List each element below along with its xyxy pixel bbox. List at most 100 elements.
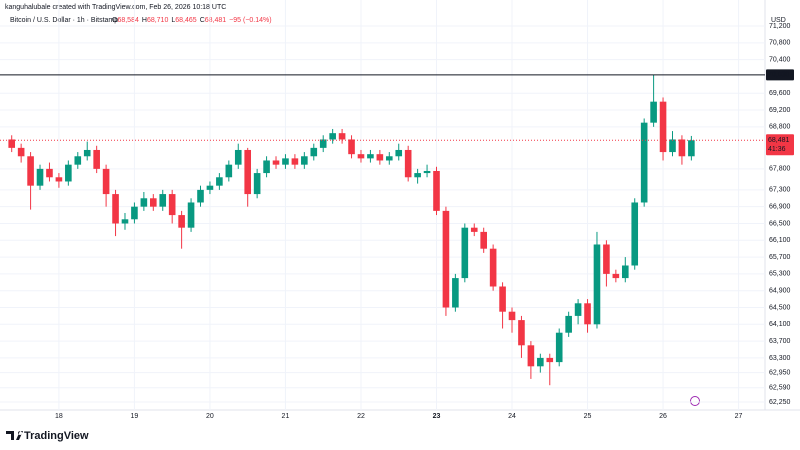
y-tick-label: 63,300	[769, 355, 791, 362]
candle-body	[74, 156, 82, 165]
y-tick-label: 63,700	[769, 338, 791, 345]
candle-body	[244, 149, 252, 195]
candle-body	[452, 278, 459, 308]
y-tick-label: 69,200	[769, 107, 791, 114]
candle-body	[678, 139, 686, 157]
x-tick-label: 23	[433, 413, 441, 420]
y-tick-label: 66,500	[769, 220, 791, 227]
candle-body	[527, 345, 535, 367]
candle-body	[499, 286, 506, 312]
candle-body	[263, 160, 270, 174]
candle-body	[376, 154, 384, 161]
candle-body	[442, 210, 450, 308]
y-tick-label: 64,500	[769, 304, 791, 311]
logo: TradingView	[6, 430, 89, 442]
candle-body	[659, 101, 667, 153]
candle-body	[149, 198, 157, 207]
ohlc-label: L	[171, 17, 175, 24]
y-tick-label: 70,400	[769, 56, 791, 63]
candle-body	[612, 273, 620, 279]
y-tick-label: 62,590	[769, 385, 791, 392]
candle-body	[640, 122, 648, 203]
candle-body	[225, 164, 233, 178]
candle-body	[584, 303, 591, 325]
candle-body	[574, 303, 582, 316]
y-tick-label: 62,950	[769, 369, 791, 376]
candle-body	[46, 168, 53, 178]
candle-body	[310, 147, 318, 157]
x-tick-label: 27	[735, 413, 743, 420]
x-tick-label: 21	[282, 413, 290, 420]
price-label-bg	[766, 69, 794, 81]
y-tick-label: 64,100	[769, 321, 791, 328]
x-tick-label: 22	[357, 413, 365, 420]
candle-body	[518, 320, 525, 346]
y-tick-label: 67,300	[769, 187, 791, 194]
candle-body	[603, 244, 610, 274]
candle-body	[631, 202, 639, 266]
candle-body	[555, 332, 563, 363]
candle-body	[367, 154, 374, 159]
candle-body	[112, 194, 119, 224]
y-tick-label: 69,600	[769, 90, 791, 97]
candle-body	[688, 140, 695, 157]
y-tick-label: 66,900	[769, 204, 791, 211]
candle-body	[385, 156, 393, 161]
candle-body	[423, 170, 431, 174]
y-tick-label: 62,250	[769, 399, 791, 406]
ohlc-value: 68,584	[117, 17, 139, 24]
candle-body	[282, 158, 289, 165]
candle-body	[93, 149, 100, 169]
candle-body	[216, 177, 223, 186]
candle-body	[461, 227, 469, 279]
candle-body	[83, 149, 91, 157]
ohlc-value: 68,710	[147, 17, 169, 24]
candle-body	[140, 198, 148, 207]
candle-body	[36, 168, 44, 186]
y-tick-label: 65,300	[769, 271, 791, 278]
candle-body	[253, 173, 261, 195]
ohlc-label: H	[142, 17, 147, 24]
candle-body	[546, 357, 554, 363]
y-tick-label: 70,800	[769, 40, 791, 47]
symbol: Bitcoin / U.S. Dollar · 1h · Bitstamp	[10, 17, 118, 24]
logo-text: TradingView	[24, 430, 89, 442]
candle-body	[338, 133, 346, 140]
price-label: 70,038	[768, 72, 790, 79]
candle-body	[669, 139, 676, 153]
candle-body	[489, 248, 497, 287]
y-tick-label: 66,100	[769, 237, 791, 244]
candle-body	[329, 133, 336, 140]
candle-body	[102, 168, 110, 195]
candle-body	[395, 149, 403, 157]
candle-body	[480, 231, 487, 249]
currency: USD	[771, 17, 786, 24]
y-tick-label: 67,800	[769, 166, 791, 173]
candle-body	[301, 156, 308, 165]
candle-body	[508, 311, 516, 321]
candle-body	[593, 244, 601, 325]
event-icon	[690, 396, 700, 406]
candle-body	[291, 158, 299, 165]
candle-body	[470, 227, 478, 232]
ohlc-label: C	[200, 17, 205, 24]
last-price-bg	[766, 134, 794, 156]
candle-body	[197, 189, 204, 203]
x-tick-label: 19	[131, 413, 139, 420]
candle-body	[187, 202, 195, 228]
ohlc-label: O	[112, 17, 118, 24]
candle-body	[178, 215, 185, 228]
logo-icon	[6, 431, 23, 440]
candle-body	[131, 206, 138, 220]
last-price-label: 68,481	[768, 137, 790, 144]
ohlc-value: 68,465	[175, 17, 197, 24]
candle-body	[650, 101, 657, 123]
x-tick-label: 24	[508, 413, 516, 420]
ohlc-change: −95 (−0.14%)	[229, 17, 271, 24]
x-tick-label: 20	[206, 413, 214, 420]
y-tick-label: 64,900	[769, 288, 791, 295]
candle-body	[27, 156, 34, 186]
ohlc-value: 68,481	[205, 17, 227, 24]
